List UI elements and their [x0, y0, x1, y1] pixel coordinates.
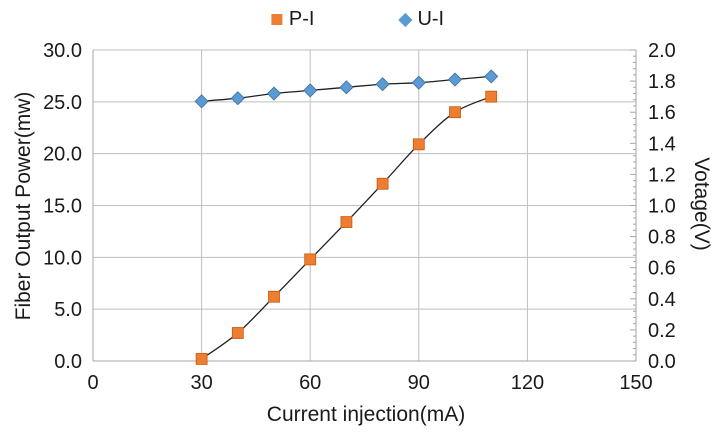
y-right-tick-label: 0.4	[648, 289, 676, 311]
y-right-tick-label: 0.0	[648, 351, 676, 373]
u-i-data-point	[484, 69, 499, 84]
p-i-data-point	[485, 90, 498, 103]
y-left-tick-label: 10.0	[43, 247, 82, 269]
y-left-tick-label: 30.0	[43, 40, 82, 62]
p-i-square-marker-icon	[270, 14, 282, 25]
legend-label-p-i: P-I	[288, 8, 315, 30]
p-i-data-point	[376, 177, 389, 190]
p-i-data-point	[231, 327, 244, 339]
y-left-tick-label: 25.0	[43, 92, 82, 114]
u-i-data-point	[339, 80, 354, 95]
legend: P-I U-I	[270, 8, 445, 31]
x-tick-label: 0	[87, 372, 98, 394]
legend-label-u-i: U-I	[417, 8, 445, 30]
y-left-tick-label: 0.0	[54, 351, 82, 373]
u-i-diamond-marker-icon	[398, 12, 413, 27]
y-left-axis-title: Fiber Output Power(mw)	[12, 91, 35, 321]
legend-item-p-i[interactable]: P-I	[270, 8, 315, 31]
y-right-tick-label: 0.2	[648, 320, 676, 342]
x-tick-label: 60	[299, 372, 321, 394]
y-right-tick-label: 1.0	[648, 196, 676, 218]
x-axis-title: Current injection(mA)	[266, 403, 466, 426]
y-right-tick-label: 0.8	[648, 227, 676, 249]
u-i-data-point	[411, 75, 426, 90]
p-i-data-point	[195, 353, 208, 365]
u-i-data-point	[194, 94, 209, 109]
legend-item-u-i[interactable]: U-I	[398, 8, 445, 31]
u-i-data-point	[230, 91, 245, 106]
p-i-data-point	[449, 106, 461, 119]
x-tick-label: 30	[190, 372, 212, 394]
p-i-data-point	[304, 253, 317, 266]
y-right-tick-label: 1.2	[648, 164, 676, 186]
y-right-tick-label: 1.4	[648, 133, 676, 155]
p-i-data-point	[340, 216, 353, 228]
u-i-data-point	[375, 77, 390, 92]
u-i-data-point	[447, 72, 463, 87]
p-i-data-point	[268, 290, 280, 303]
x-tick-label: 150	[619, 372, 652, 394]
x-tick-label: 120	[511, 372, 544, 394]
y-right-axis-title: Votage(V)	[690, 157, 713, 251]
u-i-data-point	[266, 86, 282, 101]
y-right-tick-label: 0.6	[648, 258, 676, 280]
y-left-tick-label: 5.0	[54, 299, 82, 321]
y-left-tick-label: 20.0	[43, 144, 82, 166]
y-right-tick-label: 1.6	[648, 102, 676, 124]
x-tick-label: 90	[408, 372, 430, 394]
u-i-data-point	[303, 83, 318, 98]
y-left-tick-label: 15.0	[43, 196, 82, 218]
y-right-tick-label: 2.0	[648, 40, 676, 62]
y-right-tick-label: 1.8	[648, 71, 676, 93]
p-i-data-point	[412, 138, 425, 151]
